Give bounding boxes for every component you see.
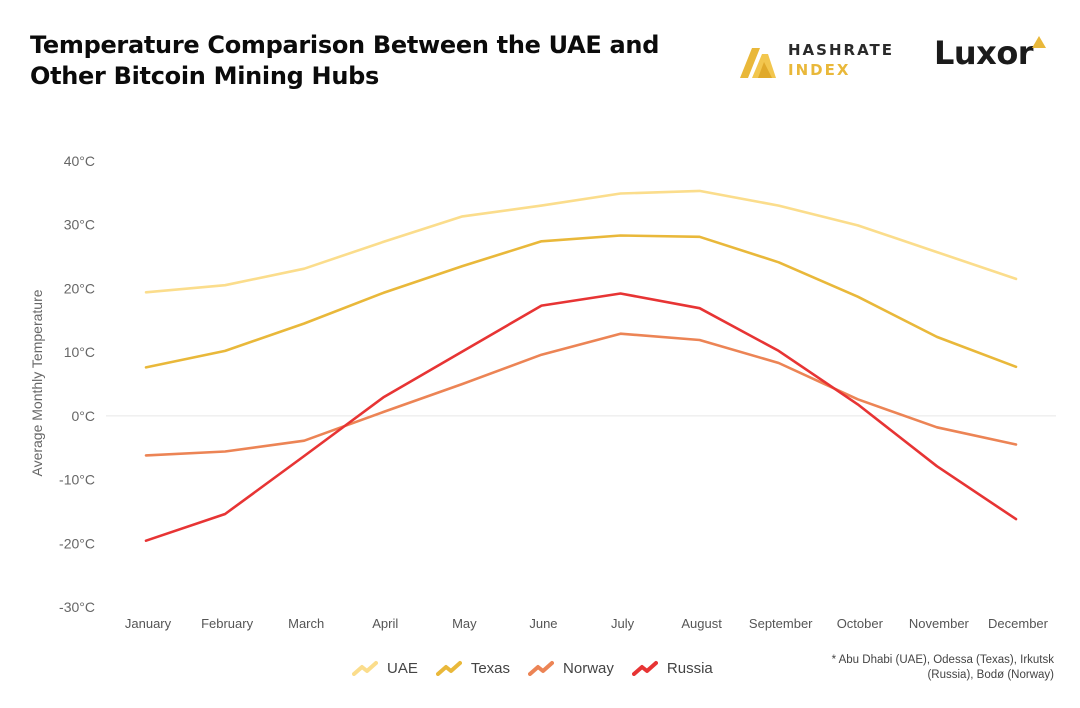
y-tick-label: 0°C xyxy=(72,408,96,424)
legend-label: Norway xyxy=(563,659,614,677)
chart-title-line1: Temperature Comparison Between the UAE a… xyxy=(30,31,660,59)
x-tick-label: June xyxy=(529,616,557,631)
legend-swatch-icon xyxy=(528,661,555,676)
legend-item-uae: UAE xyxy=(352,660,418,677)
y-tick-label: 20°C xyxy=(64,280,95,296)
series-line-russia xyxy=(144,292,1018,543)
y-tick-label: -30°C xyxy=(59,599,95,615)
footnote-line1: * Abu Dhabi (UAE), Odessa (Texas), Irkut… xyxy=(831,654,1054,666)
series-line-texas xyxy=(144,234,1018,369)
hashrate-index-mark-icon xyxy=(740,48,776,78)
x-tick-label: March xyxy=(288,616,324,631)
x-tick-label: October xyxy=(837,616,884,631)
x-tick-label: December xyxy=(988,616,1049,631)
y-tick-label: -10°C xyxy=(59,472,95,488)
legend-swatch-icon xyxy=(352,661,378,676)
x-tick-label: July xyxy=(611,616,635,631)
x-tick-label: September xyxy=(749,616,813,631)
series-line-uae xyxy=(144,189,1018,294)
x-tick-label: November xyxy=(909,616,970,631)
hashrate-logo-text: HASHRATE xyxy=(788,41,894,59)
hashrate-index-logo: HASHRATE INDEX xyxy=(738,38,908,82)
y-tick-label: 10°C xyxy=(64,344,95,360)
chart-title: Temperature Comparison Between the UAE a… xyxy=(30,30,710,92)
legend-swatch-icon xyxy=(435,661,462,676)
y-axis-label: Average Monthly Temperature xyxy=(29,289,45,476)
footnote: * Abu Dhabi (UAE), Odessa (Texas), Irkut… xyxy=(832,653,1054,683)
x-tick-label: May xyxy=(452,616,477,631)
legend-item-texas: Texas xyxy=(435,659,511,677)
x-tick-label: August xyxy=(681,616,722,631)
legend-label: Russia xyxy=(666,659,713,677)
luxor-triangle-icon xyxy=(1032,36,1046,48)
legend-item-russia: Russia xyxy=(631,659,713,677)
x-tick-label: February xyxy=(201,616,254,631)
legend-label: Texas xyxy=(470,659,511,677)
footnote-line2: (Russia), Bodø (Norway) xyxy=(927,669,1054,681)
y-tick-label: 40°C xyxy=(64,153,95,169)
y-tick-label: 30°C xyxy=(64,217,95,233)
legend-swatch-icon xyxy=(631,661,658,676)
index-logo-text: INDEX xyxy=(788,61,851,79)
legend-label: UAE xyxy=(387,659,418,677)
chart-legend: UAE Texas Norway Russia xyxy=(352,654,731,682)
x-tick-label: April xyxy=(372,616,398,631)
series-line-norway xyxy=(144,332,1018,457)
y-tick-label: -20°C xyxy=(59,535,95,551)
legend-item-norway: Norway xyxy=(528,660,614,677)
chart-title-line2: Other Bitcoin Mining Hubs xyxy=(30,62,379,90)
x-tick-label: January xyxy=(125,616,172,631)
luxor-logo: Luxor xyxy=(934,34,1034,72)
